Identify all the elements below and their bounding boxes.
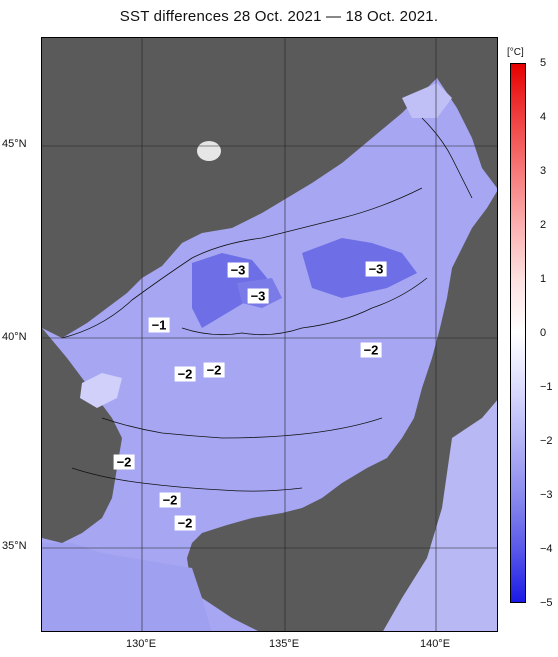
lon-label-130e: 130°E <box>125 638 157 650</box>
colorbar-tick-label: −4 <box>540 543 553 555</box>
contour-label: −1 <box>148 317 170 333</box>
contour-label: −2 <box>203 362 225 378</box>
contour-label: −3 <box>247 288 269 304</box>
contour-label: −2 <box>360 342 382 358</box>
colorbar-tick-label: 3 <box>540 165 547 177</box>
colorbar-tick-label: −2 <box>540 435 553 447</box>
lat-label-45n: 45°N <box>2 138 27 150</box>
colorbar-tick-label: 0 <box>540 327 547 339</box>
sst-map-svg <box>42 38 497 631</box>
colorbar-tick-label: 1 <box>540 273 547 285</box>
lat-label-40n: 40°N <box>2 331 27 343</box>
contour-label: −3 <box>227 262 249 278</box>
contour-label: −2 <box>174 515 196 531</box>
contour-label: −3 <box>365 261 387 277</box>
map-title: SST differences 28 Oct. 2021 — 18 Oct. 2… <box>119 8 439 25</box>
colorbar-tick-label: −5 <box>540 597 553 609</box>
lon-label-140e: 140°E <box>419 638 451 650</box>
honshu-land <box>187 191 497 631</box>
graticule <box>42 38 497 631</box>
pacific-ocean <box>383 400 497 631</box>
contour-lines <box>61 117 473 492</box>
lat-label-35n: 35°N <box>2 540 27 552</box>
contour-label: −2 <box>159 492 181 508</box>
colorbar-unit: [°C] <box>507 47 524 58</box>
island-small <box>197 141 221 161</box>
colorbar-tick-label: −1 <box>540 381 553 393</box>
colorbar-tick-label: 4 <box>540 111 547 123</box>
hokkaido-land <box>437 38 497 188</box>
colorbar <box>510 63 526 603</box>
sst-map <box>41 37 498 632</box>
contour-label: −2 <box>174 366 196 382</box>
korea-land <box>42 328 122 543</box>
sst-minus3-region-b <box>302 238 417 298</box>
colorbar-tick-label: 5 <box>540 57 547 69</box>
east-china-sea <box>42 543 212 631</box>
contour-label: −2 <box>113 454 135 470</box>
colorbar-tick-label: −3 <box>540 489 553 501</box>
colorbar-tick-label: 2 <box>540 219 547 231</box>
sst-coastal-patch <box>402 83 452 118</box>
sst-minus1-region <box>80 373 122 408</box>
lon-label-135e: 135°E <box>268 638 300 650</box>
